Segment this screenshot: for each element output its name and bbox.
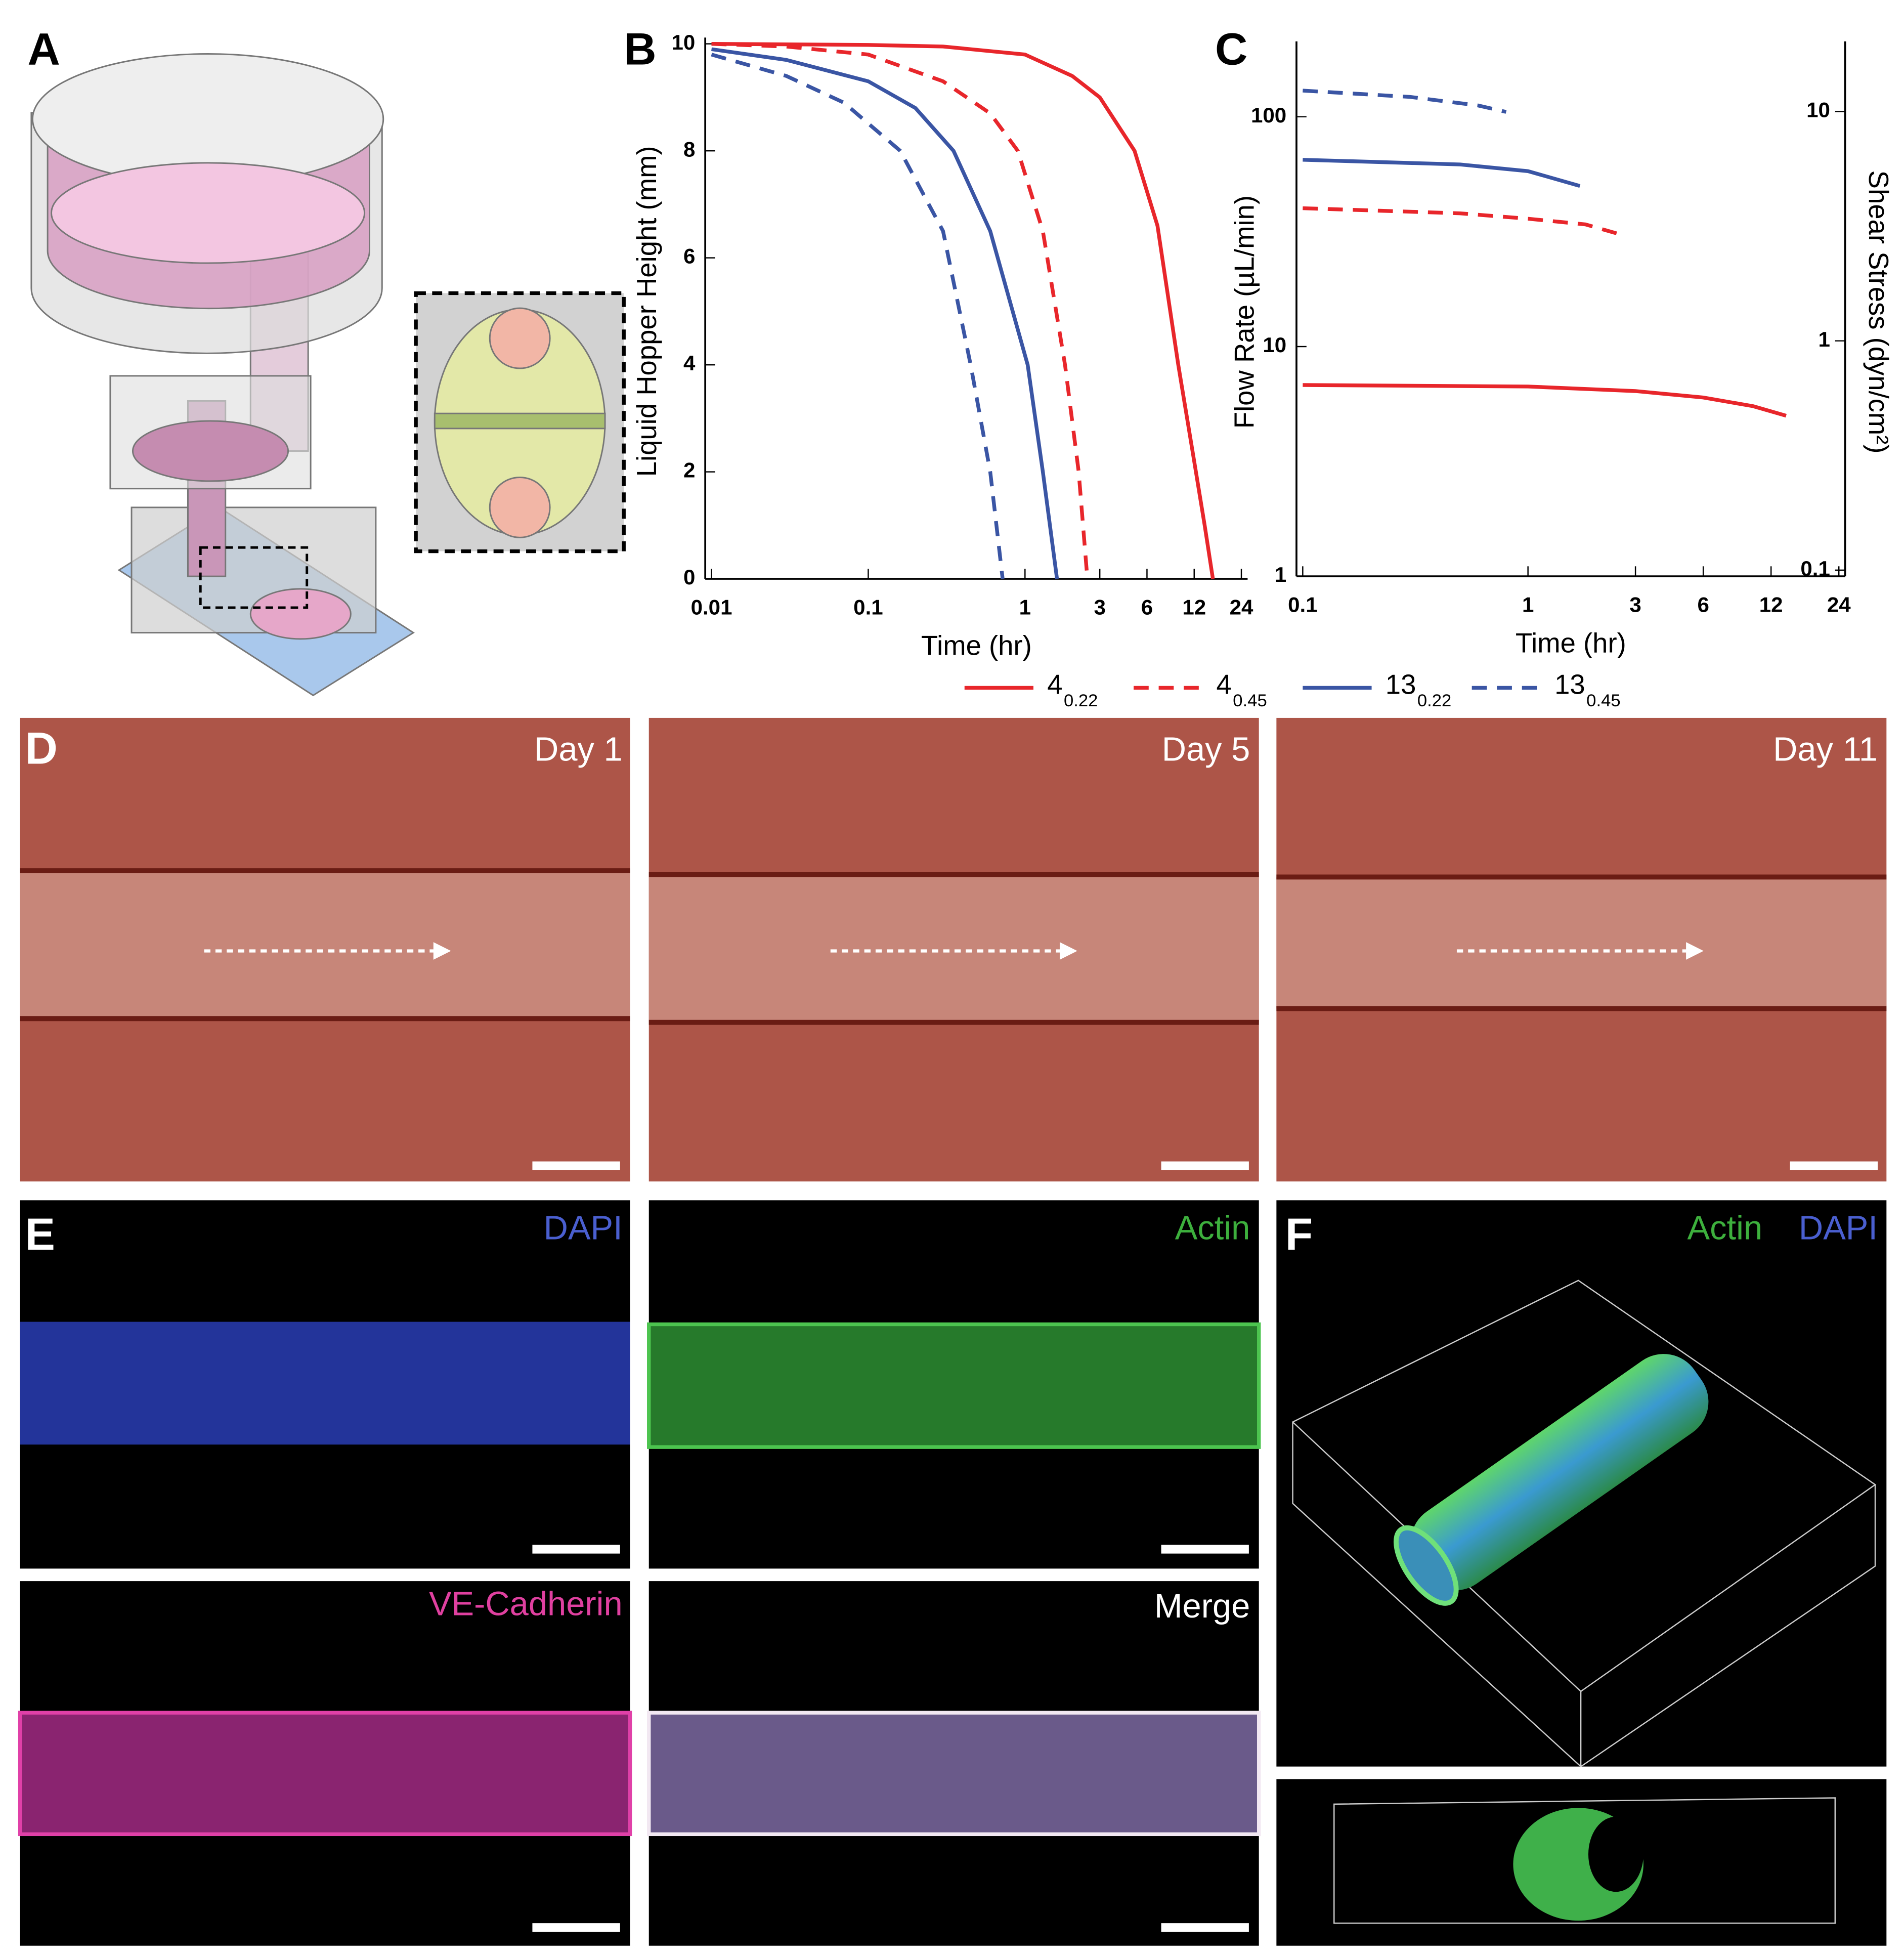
x-tick-label: 0.1 (853, 595, 883, 619)
y-tick-label: 10 (672, 30, 696, 54)
y-tick-label: 100 (1251, 103, 1286, 127)
legend-label: 4 (1217, 669, 1232, 700)
y2-tick-label: 1 (1818, 327, 1830, 351)
legend-subscript: 0.45 (1233, 691, 1267, 710)
image-label: DAPI (1799, 1209, 1878, 1247)
panel-letter: F (1285, 1209, 1313, 1259)
x-tick-label: 3 (1629, 593, 1641, 617)
legend-label: 13 (1386, 669, 1416, 700)
y-tick-label: 0 (683, 565, 695, 589)
image-label: Day 1 (534, 730, 623, 768)
panel-letter: D (25, 722, 58, 773)
x-tick-label: 0.01 (691, 595, 732, 619)
panel-letter: B (624, 24, 656, 74)
y-axis-label: Flow Rate (µL/min) (1229, 195, 1260, 429)
x-tick-label: 24 (1827, 593, 1851, 617)
y2-tick-label: 10 (1806, 98, 1830, 122)
x-tick-label: 12 (1759, 593, 1783, 617)
y-tick-label: 4 (683, 351, 696, 375)
legend-subscript: 0.22 (1417, 691, 1451, 710)
y-tick-label: 6 (683, 244, 695, 268)
series-line (711, 41, 1090, 579)
device-drawing (30, 53, 626, 697)
panel-letter: C (1215, 24, 1247, 74)
x-tick-label: 3 (1094, 595, 1105, 619)
series-line (1303, 89, 1507, 114)
y-tick-label: 2 (683, 458, 695, 482)
y2-tick-label: 0.1 (1800, 557, 1830, 580)
brightfield-images (20, 717, 1887, 1182)
x-tick-label: 0.1 (1288, 593, 1318, 617)
y-tick-label: 1 (1275, 563, 1286, 586)
x-tick-label: 1 (1019, 595, 1031, 619)
image-label: VE-Cadherin (429, 1585, 623, 1623)
image-label: Day 11 (1773, 730, 1878, 768)
image-label: Day 5 (1162, 730, 1250, 768)
panel-letter: E (25, 1209, 55, 1259)
series-line (711, 41, 1215, 579)
series-line (711, 47, 1059, 579)
x-tick-label: 6 (1141, 595, 1153, 619)
y-tick-label: 10 (1263, 333, 1286, 357)
series-line (1303, 158, 1581, 188)
x-tick-label: 24 (1230, 595, 1253, 619)
x-tick-label: 1 (1522, 593, 1534, 617)
legend-subscript: 0.45 (1586, 691, 1620, 710)
image-label: DAPI (544, 1209, 623, 1247)
x-tick-label: 6 (1697, 593, 1709, 617)
legend-label: 13 (1554, 669, 1585, 700)
y-axis-label: Liquid Hopper Height (mm) (631, 146, 662, 477)
fluorescence-images (18, 1200, 1887, 1946)
image-label: Merge (1154, 1587, 1250, 1625)
x-axis-label: Time (hr) (921, 630, 1032, 661)
panel-labels: A B C D E F Day 1 Day 5 Day 11 DAPI Acti… (25, 24, 1878, 1626)
series-line (711, 53, 1005, 579)
y-tick-label: 8 (683, 137, 695, 161)
y2-axis-label: Shear Stress (dyn/cm²) (1863, 171, 1894, 454)
x-tick-label: 12 (1182, 595, 1206, 619)
series-line (1303, 206, 1618, 236)
image-label: Actin (1175, 1209, 1250, 1247)
legend-subscript: 0.22 (1064, 691, 1098, 710)
x-axis-label: Time (hr) (1516, 628, 1626, 659)
image-label: Actin (1687, 1209, 1763, 1247)
legend-label: 4 (1047, 669, 1062, 700)
panel-letter: A (27, 24, 60, 74)
series-line (1303, 383, 1787, 418)
